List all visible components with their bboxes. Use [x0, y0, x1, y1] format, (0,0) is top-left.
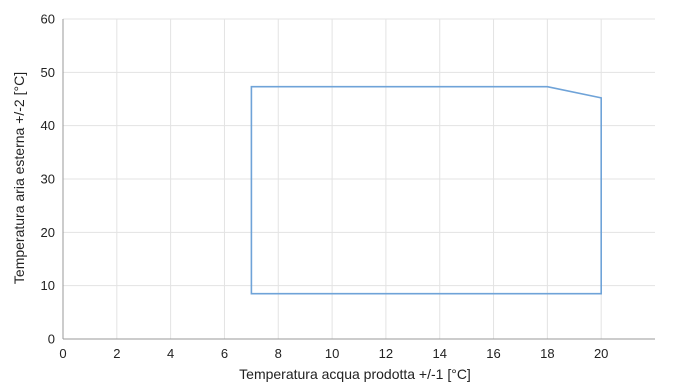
x-tick-label: 12 — [379, 346, 393, 361]
x-tick-label: 16 — [486, 346, 500, 361]
y-axis-title: Temperatura aria esterna +/-2 [°C] — [11, 72, 27, 284]
x-tick-label: 18 — [540, 346, 554, 361]
x-tick-label: 0 — [59, 346, 66, 361]
y-tick-label: 20 — [41, 225, 55, 240]
x-tick-label: 20 — [594, 346, 608, 361]
y-tick-labels: 0 10 20 30 40 50 60 — [41, 12, 55, 347]
x-axis-title: Temperatura acqua prodotta +/-1 [°C] — [239, 366, 471, 382]
y-tick-label: 10 — [41, 278, 55, 293]
y-tick-label: 30 — [41, 172, 55, 187]
y-tick-label: 60 — [41, 12, 55, 27]
x-tick-label: 4 — [167, 346, 174, 361]
x-tick-label: 8 — [275, 346, 282, 361]
x-tick-labels: 0 2 4 6 8 10 12 14 16 18 20 — [59, 346, 608, 361]
axes — [62, 19, 655, 340]
x-tick-label: 2 — [113, 346, 120, 361]
y-tick-label: 50 — [41, 65, 55, 80]
x-tick-label: 14 — [432, 346, 446, 361]
x-tick-label: 10 — [325, 346, 339, 361]
series — [250, 85, 603, 295]
grid — [63, 18, 655, 339]
envelope-series-line — [250, 85, 603, 295]
x-tick-label: 6 — [221, 346, 228, 361]
y-tick-label: 40 — [41, 118, 55, 133]
y-tick-label: 0 — [48, 332, 55, 347]
